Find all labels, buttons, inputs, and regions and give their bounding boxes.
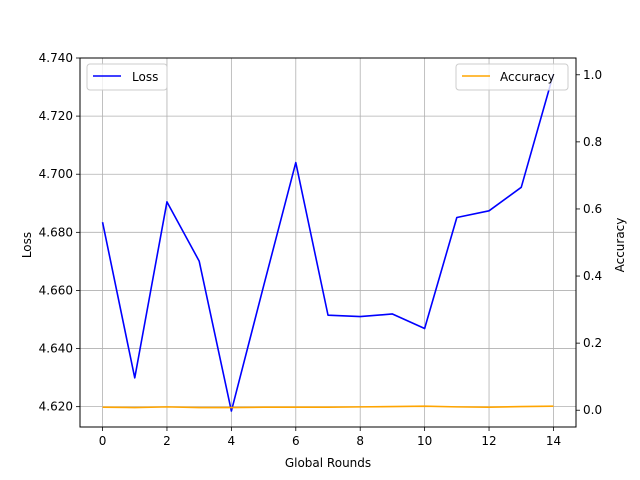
right-y-tick-label: 0.0 — [583, 403, 602, 417]
plot-frame — [79, 57, 577, 428]
right-y-tick-label: 0.4 — [583, 269, 602, 283]
x-tick-label: 12 — [481, 434, 496, 448]
series-line-loss — [101, 73, 555, 412]
legend-loss-box — [86, 63, 168, 91]
right-y-tick-label: 1.0 — [583, 68, 602, 82]
right-y-tick-label: 0.2 — [583, 336, 602, 350]
x-tick-label: 14 — [546, 434, 561, 448]
series-line-accuracy — [102, 405, 554, 409]
left-y-tick-label: 4.640 — [39, 342, 73, 356]
x-tick-label: 10 — [417, 434, 432, 448]
left-y-tick-label: 4.720 — [39, 109, 73, 123]
series-layer — [101, 73, 555, 412]
left-y-tick-label: 4.660 — [39, 283, 73, 297]
legend-loss: Loss — [86, 63, 168, 91]
legend-accuracy: Accuracy — [455, 63, 569, 91]
x-tick-label: 2 — [163, 434, 171, 448]
right-y-axis-label: Accuracy — [613, 218, 627, 273]
left-y-axis: 4.620 4.640 4.660 4.680 4.700 4.720 4.740 — [39, 51, 80, 414]
left-y-tick-label: 4.680 — [39, 225, 73, 239]
grid-lines — [80, 57, 576, 427]
x-axis: 0 2 4 6 8 10 12 14 — [99, 427, 561, 448]
x-tick-label: 8 — [356, 434, 364, 448]
legend-loss-label: Loss — [132, 70, 158, 84]
right-y-tick-label: 0.6 — [583, 202, 602, 216]
x-tick-label: 6 — [292, 434, 300, 448]
left-y-tick-label: 4.700 — [39, 167, 73, 181]
left-y-tick-label: 4.740 — [39, 51, 73, 65]
legend-accuracy-box — [455, 63, 569, 91]
x-tick-label: 0 — [99, 434, 107, 448]
x-tick-label: 4 — [228, 434, 236, 448]
right-y-tick-label: 0.8 — [583, 135, 602, 149]
legend-accuracy-label: Accuracy — [500, 70, 555, 84]
left-y-tick-label: 4.620 — [39, 400, 73, 414]
left-y-axis-label: Loss — [20, 232, 34, 258]
right-y-axis: 0.0 0.2 0.4 0.6 0.8 1.0 — [576, 68, 602, 417]
x-axis-label: Global Rounds — [285, 456, 371, 470]
